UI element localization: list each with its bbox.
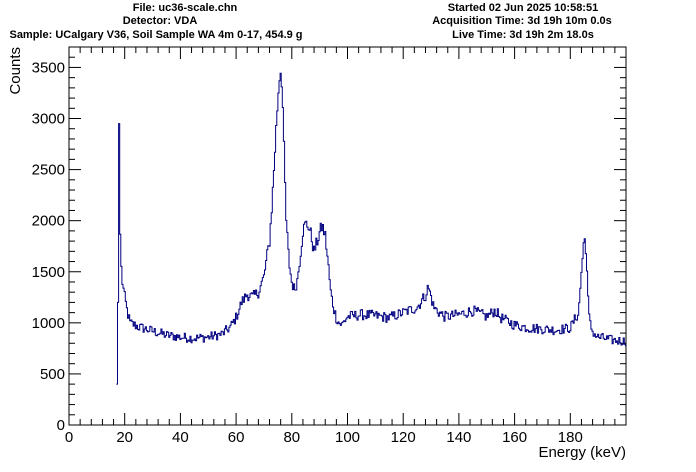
y-tick-label: 2000 xyxy=(32,213,65,230)
x-tick-label: 60 xyxy=(228,429,245,446)
y-axis-title: Counts xyxy=(7,47,24,95)
live-time-label: Live Time: 3d 19h 2m 18.0s xyxy=(452,29,594,41)
spectrum-line xyxy=(116,72,626,385)
x-tick-label: 100 xyxy=(335,429,360,446)
y-tick-label: 0 xyxy=(57,417,65,434)
y-tick-label: 3000 xyxy=(32,111,65,128)
y-tick-label: 1000 xyxy=(32,315,65,332)
y-tick-label: 2500 xyxy=(32,162,65,179)
y-tick-label: 3500 xyxy=(32,59,65,76)
plot-frame xyxy=(68,46,627,426)
x-tick-label: 0 xyxy=(65,429,73,446)
started-label: Started 02 Jun 2025 10:58:51 xyxy=(447,2,599,14)
x-tick-label: 180 xyxy=(558,429,583,446)
x-tick-label: 120 xyxy=(391,429,416,446)
file-label: File: uc36-scale.chn xyxy=(132,2,238,14)
sample-label: Sample: UCalgary V36, Soil Sample WA 4m … xyxy=(9,29,303,41)
x-tick-label: 20 xyxy=(116,429,133,446)
x-tick-label: 40 xyxy=(172,429,189,446)
detector-label: Detector: VDA xyxy=(122,15,198,27)
y-tick-label: 1500 xyxy=(32,264,65,281)
x-tick-label: 140 xyxy=(446,429,471,446)
acquisition-time-label: Acquisition Time: 3d 19h 10m 0.0s xyxy=(432,15,612,27)
x-axis-title: Energy (keV) xyxy=(538,444,626,461)
axis-ticks: 0 20 40 60 80 100 120 140 160 180 0 500 1000 1500 2000… xyxy=(32,46,626,446)
x-tick-label: 160 xyxy=(502,429,527,446)
y-tick-label: 500 xyxy=(40,366,65,383)
x-tick-label: 80 xyxy=(283,429,300,446)
